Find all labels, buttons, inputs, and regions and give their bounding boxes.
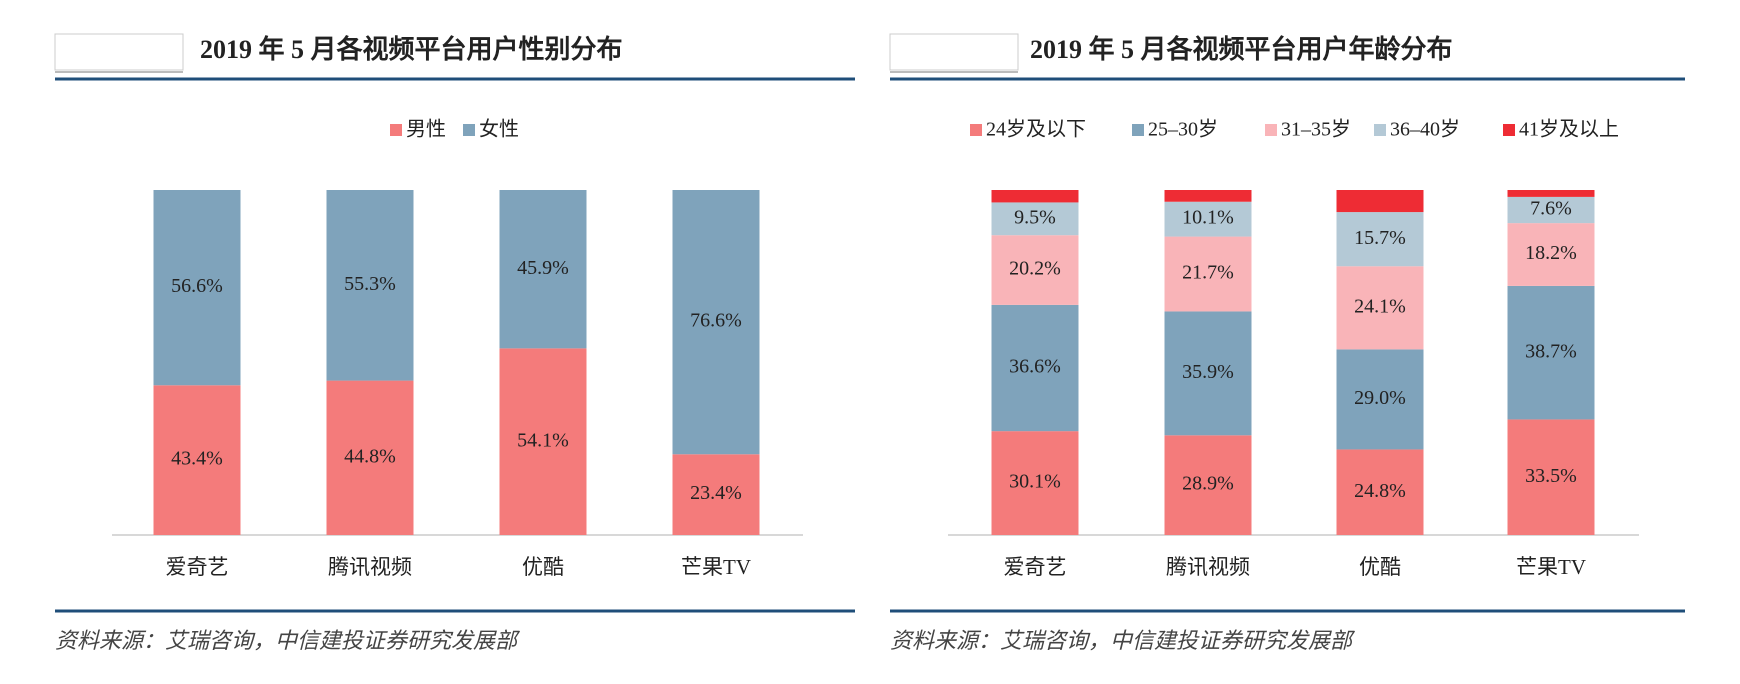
chart-title: 2019 年 5 月各视频平台用户性别分布 <box>200 34 623 64</box>
x-tick-label: 腾讯视频 <box>1166 555 1250 579</box>
bar-segment <box>991 202 1079 236</box>
value-label: 7.6% <box>1530 198 1572 220</box>
value-label: 24.1% <box>1354 295 1406 317</box>
bar-segment <box>153 190 241 386</box>
legend-swatch <box>390 124 402 136</box>
bar-segment <box>326 380 414 535</box>
legend-label: 31–35岁 <box>1281 118 1351 141</box>
bar-segment <box>1336 449 1424 535</box>
bar-segment <box>1507 190 1595 197</box>
value-label: 76.6% <box>690 310 742 332</box>
value-label: 35.9% <box>1182 361 1234 383</box>
legend-swatch <box>970 124 982 136</box>
bar-segment <box>1336 190 1424 213</box>
value-label: 44.8% <box>344 445 396 467</box>
legend-label: 女性 <box>479 118 519 141</box>
x-tick-label: 腾讯视频 <box>328 555 412 579</box>
x-tick-label: 爱奇艺 <box>166 555 229 579</box>
value-label: 54.1% <box>517 429 569 451</box>
legend-swatch <box>463 124 475 136</box>
value-label: 43.4% <box>171 448 223 470</box>
legend-swatch <box>1265 124 1277 136</box>
value-label: 28.9% <box>1182 473 1234 495</box>
x-tick-label: 芒果TV <box>1516 555 1586 579</box>
chart-title: 2019 年 5 月各视频平台用户年龄分布 <box>1030 34 1453 64</box>
legend-swatch <box>1374 124 1386 136</box>
bar-segment <box>1507 196 1595 224</box>
bar-segment <box>1164 435 1252 535</box>
value-label: 23.4% <box>690 482 742 504</box>
bar-segment <box>1336 266 1424 350</box>
legend-label: 36–40岁 <box>1390 118 1460 141</box>
bar-segment <box>1507 223 1595 286</box>
bar-segment <box>1507 419 1595 535</box>
bar-segment <box>991 304 1079 432</box>
bar-segment <box>672 190 760 455</box>
header-box <box>889 33 1019 71</box>
value-label: 24.8% <box>1354 480 1406 502</box>
legend-label: 男性 <box>406 118 446 141</box>
bar-segment <box>991 431 1079 535</box>
value-label: 10.1% <box>1182 207 1234 229</box>
x-tick-label: 芒果TV <box>681 555 751 579</box>
bar-segment <box>991 190 1079 203</box>
bar-segment <box>1164 201 1252 237</box>
legend-swatch <box>1503 124 1515 136</box>
value-label: 21.7% <box>1182 262 1234 284</box>
bar-segment <box>499 348 587 535</box>
x-tick-label: 爱奇艺 <box>1004 555 1067 579</box>
bar-segment <box>672 454 760 535</box>
bar-segment <box>1164 311 1252 436</box>
source-note: 资料来源：艾瑞咨询，中信建投证券研究发展部 <box>890 628 1356 653</box>
bar-segment <box>1336 349 1424 450</box>
value-label: 36.6% <box>1009 356 1061 378</box>
bar-segment <box>1164 190 1252 202</box>
value-label: 55.3% <box>344 273 396 295</box>
legend-label: 24岁及以下 <box>986 118 1086 141</box>
source-note: 资料来源：艾瑞咨询，中信建投证券研究发展部 <box>55 628 521 653</box>
bar-segment <box>499 190 587 349</box>
x-tick-label: 优酷 <box>522 555 564 579</box>
value-label: 30.1% <box>1009 471 1061 493</box>
value-label: 20.2% <box>1009 258 1061 280</box>
legend-label: 41岁及以上 <box>1519 118 1619 141</box>
x-tick-label: 优酷 <box>1359 555 1401 579</box>
value-label: 33.5% <box>1525 465 1577 487</box>
bar-segment <box>1507 285 1595 420</box>
bar-segment <box>991 235 1079 305</box>
value-label: 9.5% <box>1014 206 1056 228</box>
value-label: 38.7% <box>1525 340 1577 362</box>
bar-segment <box>326 190 414 381</box>
bar-segment <box>153 385 241 535</box>
legend-swatch <box>1132 124 1144 136</box>
header-box <box>54 33 184 71</box>
value-label: 56.6% <box>171 275 223 297</box>
legend-label: 25–30岁 <box>1148 118 1218 141</box>
bar-segment <box>1336 212 1424 267</box>
bar-segment <box>1164 236 1252 312</box>
value-label: 18.2% <box>1525 242 1577 264</box>
value-label: 45.9% <box>517 257 569 279</box>
value-label: 15.7% <box>1354 227 1406 249</box>
value-label: 29.0% <box>1354 387 1406 409</box>
